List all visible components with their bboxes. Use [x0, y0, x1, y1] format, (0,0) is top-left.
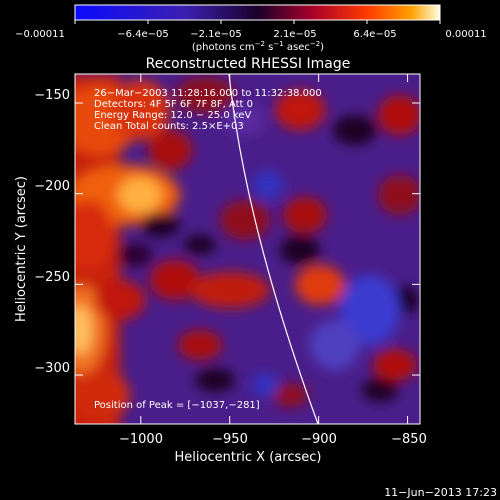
annotation-time-range: 26−Mar−2003 11:28:16.000 to 11:32:38.000	[94, 88, 322, 99]
x-tick-label: −950	[212, 432, 248, 447]
y-tick-label: −250	[34, 270, 70, 285]
colorbar-tick-label: 2.1e−05	[273, 29, 316, 40]
colorbar-ticks	[74, 20, 441, 24]
x-axis-label: Heliocentric X (arcsec)	[175, 450, 322, 465]
solar-limb-line	[228, 73, 319, 425]
colorbar-tick-label: −6.4e−05	[117, 29, 169, 40]
footer-date: 11−Jun−2013 17:23	[384, 486, 497, 499]
y-tick-label: −300	[34, 361, 70, 376]
colorbar-tick-label: 6.4e−05	[353, 29, 396, 40]
chart-title: Reconstructed RHESSI Image	[146, 56, 351, 72]
peak-position-label: Position of Peak = [−1037,−281]	[94, 400, 260, 411]
colorbar	[74, 4, 441, 21]
annotation-detectors: Detectors: 4F 5F 6F 7F 8F, Att 0	[94, 99, 253, 110]
axis-ticks	[75, 74, 420, 424]
y-axis-label: Heliocentric Y (arcsec)	[14, 176, 29, 322]
annotation-energy-range: Energy Range: 12.0 − 25.0 keV	[94, 110, 251, 121]
heatmap-plot	[75, 74, 420, 424]
colorbar-tick-label: −0.00011	[15, 29, 65, 40]
y-tick-label: −200	[34, 179, 70, 194]
annotation-clean-counts: Clean Total counts: 2.5×E+03	[94, 121, 244, 132]
plot-frame	[74, 73, 421, 425]
colorbar-unit-label: (photons cm−2 s−1 asec−2)	[192, 40, 324, 53]
colorbar-tick-label: 0.00011	[445, 29, 486, 40]
y-tick-label: −150	[34, 88, 70, 103]
x-tick-label: −1000	[119, 432, 163, 447]
colorbar-tick-label: −2.1e−05	[190, 29, 242, 40]
x-tick-label: −850	[391, 432, 427, 447]
x-tick-label: −900	[301, 432, 337, 447]
